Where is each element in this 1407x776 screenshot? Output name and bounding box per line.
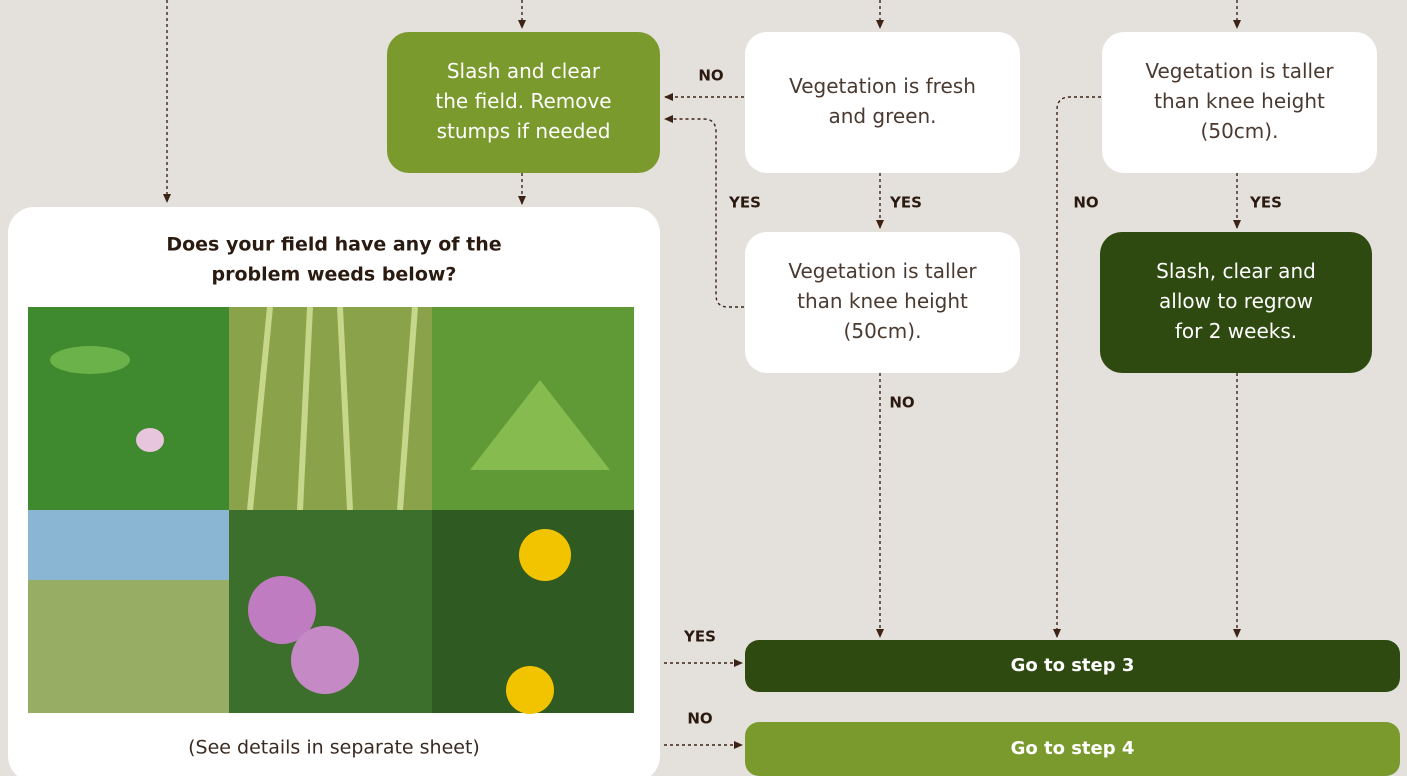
node-text: Slash and clear <box>447 59 601 83</box>
node: Go to step 4 <box>745 722 1400 776</box>
node: Vegetation is fresh and green. <box>745 32 1020 173</box>
photo-detail <box>506 666 554 714</box>
node-text: than knee height <box>1154 89 1325 113</box>
node-text: stumps if needed <box>437 119 611 143</box>
edge-label: YES <box>683 628 716 646</box>
panel-title: problem weeds below? <box>212 264 457 286</box>
weed-photos <box>28 307 634 714</box>
flowchart: Does your field have any of the problem w… <box>0 0 1407 776</box>
panel-title: Does your field have any of the <box>166 234 501 256</box>
photo-detail <box>50 346 130 374</box>
node-text: Vegetation is taller <box>1145 59 1334 83</box>
node-text: Slash, clear and <box>1156 259 1316 283</box>
node-text: allow to regrow <box>1159 289 1313 313</box>
edge-label: NO <box>687 710 712 728</box>
edge-label: YES <box>728 194 761 212</box>
node: Vegetation is taller than knee height (50c… <box>1102 32 1377 173</box>
weeds-panel: Does your field have any of the problem w… <box>8 207 660 776</box>
node: Slash, clear and allow to regrow for 2 wee… <box>1100 232 1372 373</box>
node-text: Go to step 3 <box>1011 655 1135 676</box>
photo-detail <box>519 529 571 581</box>
node-text: Vegetation is taller <box>788 259 977 283</box>
edge-label: NO <box>1073 194 1098 212</box>
node-text: the field. Remove <box>435 89 611 113</box>
photo-detail <box>136 428 164 452</box>
edge-label: NO <box>889 394 914 412</box>
panel-caption: (See details in separate sheet) <box>188 737 480 759</box>
photo-detail <box>291 626 359 694</box>
edge-label: YES <box>889 194 922 212</box>
node: Vegetation is taller than knee height (50c… <box>745 232 1020 373</box>
photo-detail <box>28 510 229 580</box>
node-text: and green. <box>828 104 936 128</box>
node-text: (50cm). <box>1201 119 1279 143</box>
edge-label: NO <box>698 67 723 85</box>
node-text: than knee height <box>797 289 968 313</box>
node-box <box>745 32 1020 173</box>
edge-label: YES <box>1249 194 1282 212</box>
node: Slash and clear the field. Remove stumps i… <box>387 32 660 173</box>
node-text: (50cm). <box>844 319 922 343</box>
node-text: Vegetation is fresh <box>789 74 976 98</box>
node-text: Go to step 4 <box>1011 738 1135 759</box>
node-text: for 2 weeks. <box>1175 319 1297 343</box>
photo <box>28 307 229 510</box>
node: Go to step 3 <box>745 640 1400 692</box>
